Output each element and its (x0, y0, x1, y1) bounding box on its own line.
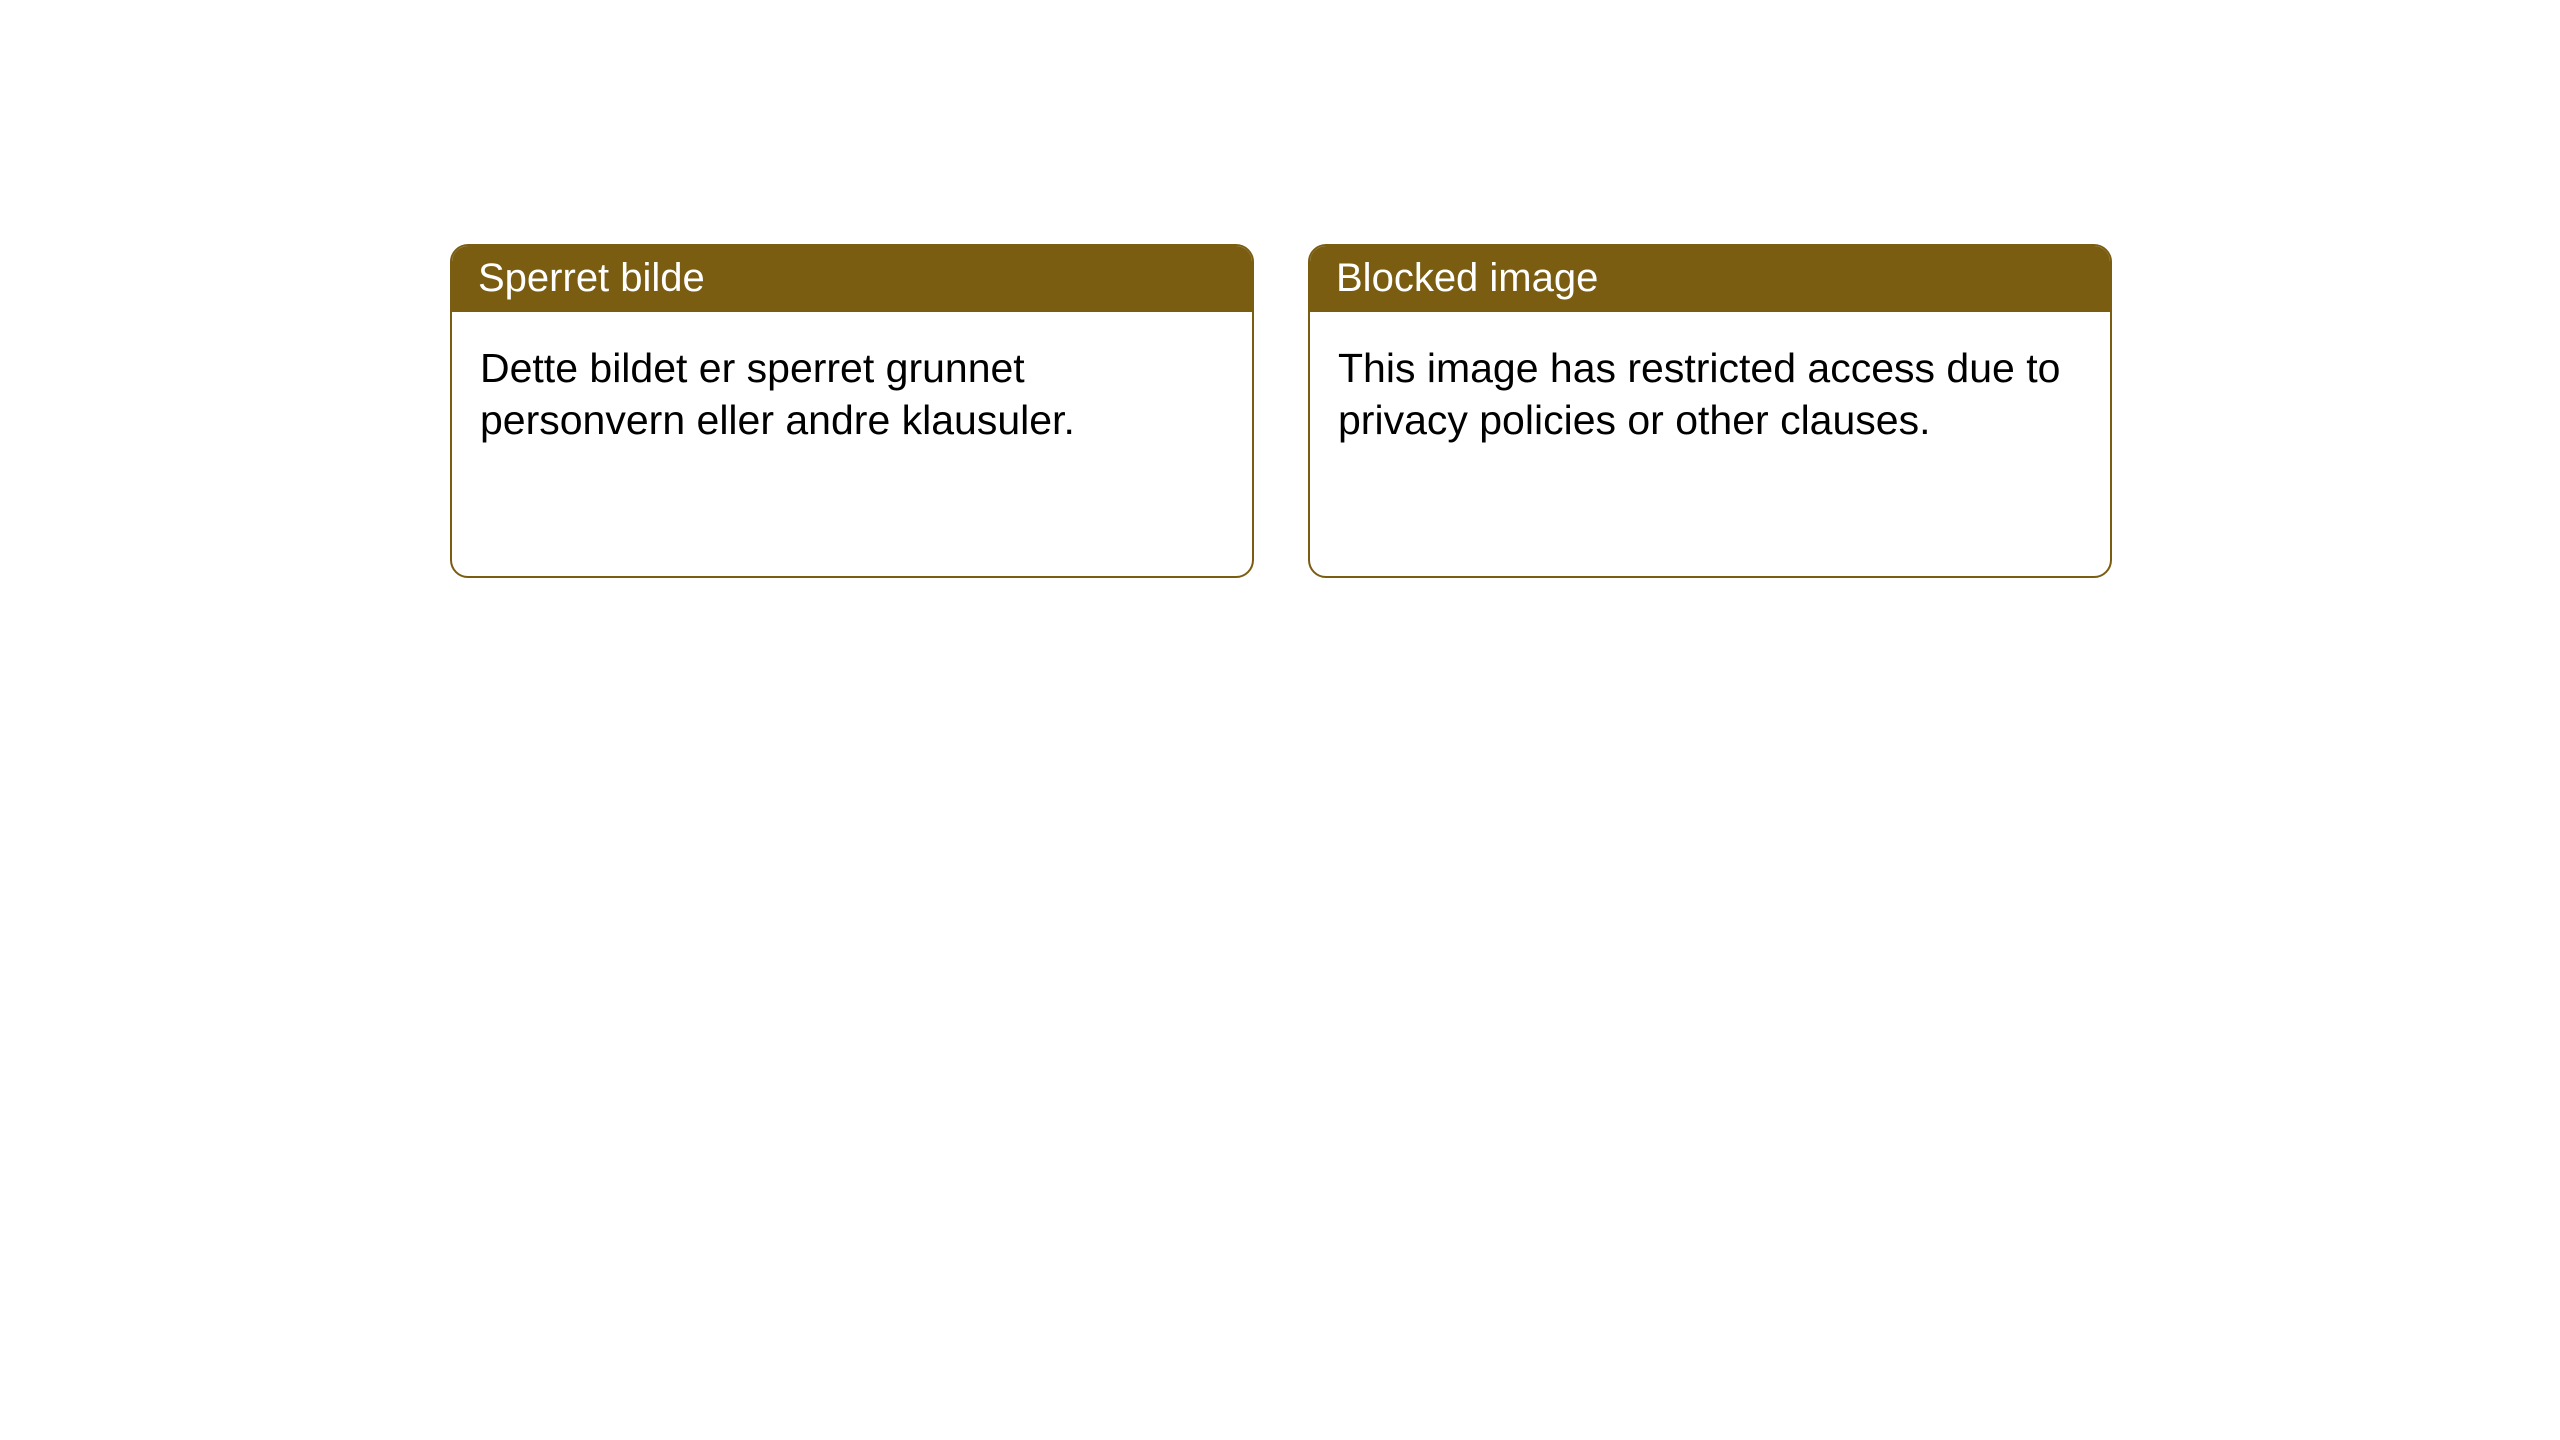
card-title: Blocked image (1336, 256, 1598, 300)
card-body-text: Dette bildet er sperret grunnet personve… (480, 345, 1075, 443)
blocked-image-card-en: Blocked image This image has restricted … (1308, 244, 2112, 578)
card-body: Dette bildet er sperret grunnet personve… (452, 312, 1252, 476)
card-header: Blocked image (1310, 246, 2110, 312)
card-title: Sperret bilde (478, 256, 705, 300)
blocked-image-card-no: Sperret bilde Dette bildet er sperret gr… (450, 244, 1254, 578)
card-body-text: This image has restricted access due to … (1338, 345, 2060, 443)
card-header: Sperret bilde (452, 246, 1252, 312)
notice-cards-container: Sperret bilde Dette bildet er sperret gr… (0, 0, 2560, 578)
card-body: This image has restricted access due to … (1310, 312, 2110, 476)
